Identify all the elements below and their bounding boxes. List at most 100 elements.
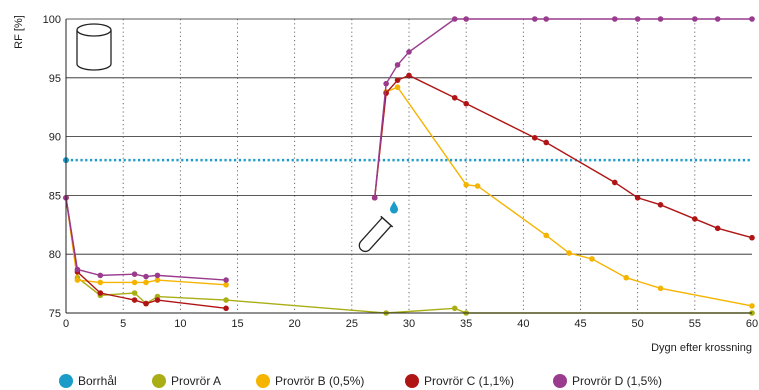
data-point <box>749 234 755 241</box>
data-point <box>657 285 664 292</box>
y-tick-label: 80 <box>49 249 61 261</box>
data-point <box>531 16 538 22</box>
series-layer <box>63 16 755 316</box>
data-point <box>394 77 401 83</box>
axes <box>65 19 752 314</box>
legend-item: Provrör C (1,1%) <box>405 374 514 388</box>
legend-label: Provrör A <box>171 374 221 388</box>
y-tick-label: 95 <box>49 73 61 85</box>
series-line <box>65 197 227 286</box>
data-point <box>463 16 469 22</box>
series-5 <box>63 16 755 283</box>
legend-swatch <box>152 374 166 388</box>
data-point <box>97 272 104 279</box>
data-point <box>657 16 664 22</box>
x-tick-label: 60 <box>746 318 758 330</box>
legend-swatch <box>553 374 567 388</box>
data-point <box>623 274 630 281</box>
data-point <box>223 281 229 288</box>
y-tick-label: 75 <box>49 308 61 320</box>
data-point <box>749 303 755 309</box>
tick-labels: 75 80 85 90 95 100 0 5 10 15 20 25 30 35 40 45 50 55 60 <box>43 14 758 330</box>
series-line <box>374 86 753 307</box>
data-point <box>406 49 412 55</box>
x-tick-label: 50 <box>632 318 644 330</box>
series-1 <box>63 157 752 164</box>
data-point <box>589 256 595 262</box>
grid <box>66 18 752 314</box>
x-tick-label: 25 <box>346 318 358 330</box>
x-tick-label: 10 <box>174 318 186 330</box>
data-point <box>692 216 698 222</box>
x-axis-label: Dygn efter krossning <box>651 342 752 354</box>
data-point <box>154 277 161 283</box>
x-tick-label: 45 <box>574 318 586 330</box>
data-point <box>394 62 401 68</box>
series-line <box>65 197 227 309</box>
x-tick-label: 30 <box>403 318 415 330</box>
data-point <box>634 16 641 22</box>
data-point <box>394 84 401 91</box>
y-tick-label: 100 <box>43 14 61 26</box>
data-point <box>97 290 104 296</box>
series-line <box>374 18 752 198</box>
legend-label: Provrör C (1,1%) <box>424 374 514 388</box>
data-point <box>451 305 458 312</box>
data-point <box>371 194 378 201</box>
legend-item: Provrör D (1,5%) <box>553 374 662 388</box>
data-point <box>634 194 641 201</box>
data-point <box>143 279 149 286</box>
y-tick-label: 85 <box>49 190 61 202</box>
data-point <box>474 183 481 189</box>
data-point <box>463 182 469 188</box>
legend-swatch <box>256 374 270 388</box>
data-point <box>97 279 104 286</box>
y-axis-label: RF [%] <box>13 15 25 49</box>
data-point <box>143 273 149 280</box>
data-point <box>131 290 138 296</box>
x-tick-label: 20 <box>289 318 301 330</box>
data-point <box>223 277 229 283</box>
data-point <box>154 272 161 279</box>
x-tick-label: 5 <box>120 318 126 330</box>
series-4 <box>63 72 755 312</box>
legend-item: Provrör B (0,5%) <box>256 374 364 388</box>
data-point <box>451 94 458 101</box>
y-tick-label: 90 <box>49 132 61 144</box>
data-point <box>749 16 755 22</box>
legend-label: Borrhål <box>78 374 117 388</box>
data-point <box>463 100 469 107</box>
x-tick-label: 0 <box>63 318 69 330</box>
legend-label: Provrör D (1,5%) <box>572 374 662 388</box>
legend-label: Provrör B (0,5%) <box>275 374 364 388</box>
data-point <box>714 225 721 232</box>
data-point <box>714 16 721 22</box>
series-line <box>374 74 753 239</box>
data-point <box>131 271 138 277</box>
legend-swatch <box>405 374 419 388</box>
data-point <box>566 250 572 256</box>
x-tick-label: 15 <box>231 318 243 330</box>
legend-item: Provrör A <box>152 374 221 388</box>
data-point <box>383 80 389 87</box>
data-point <box>74 266 81 273</box>
test-tube-icon <box>358 215 394 253</box>
data-point <box>406 72 412 79</box>
data-point <box>131 297 138 303</box>
data-point <box>451 16 458 22</box>
data-point <box>223 305 229 312</box>
series-line <box>65 197 227 281</box>
data-point <box>383 90 389 96</box>
data-point <box>143 300 149 307</box>
data-point <box>612 16 618 22</box>
x-tick-label: 35 <box>460 318 472 330</box>
data-point <box>154 297 161 303</box>
cylinder-icon <box>76 23 112 71</box>
water-drop-icon <box>390 201 398 214</box>
data-point <box>543 232 549 239</box>
data-point <box>131 279 138 286</box>
data-point <box>657 202 664 208</box>
data-point <box>74 277 81 283</box>
data-point <box>543 16 549 22</box>
